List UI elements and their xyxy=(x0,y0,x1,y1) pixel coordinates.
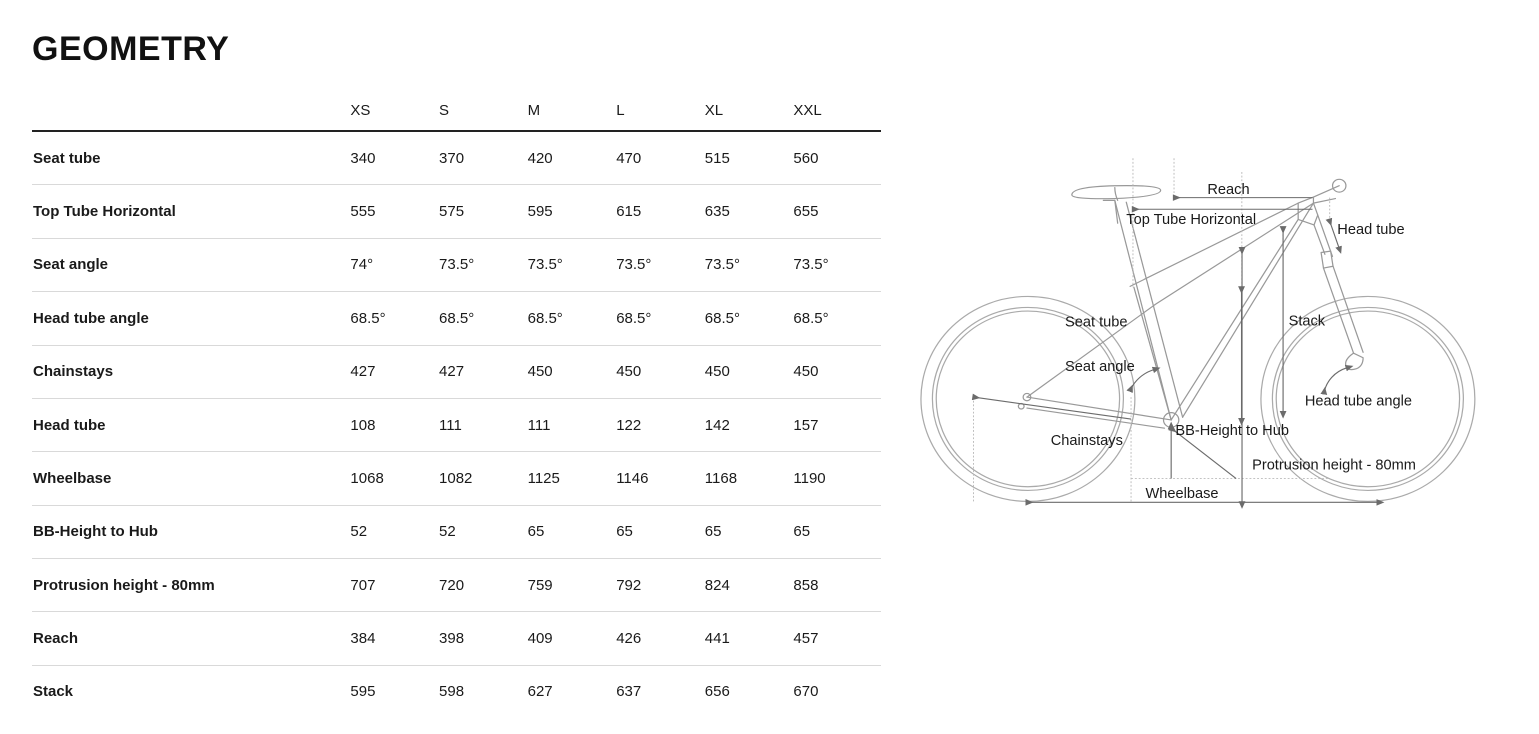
svg-text:Chainstays: Chainstays xyxy=(1051,433,1123,449)
svg-text:Wheelbase: Wheelbase xyxy=(1146,486,1219,502)
svg-text:Head tube: Head tube xyxy=(1337,222,1404,238)
svg-text:Protrusion height - 80mm: Protrusion height - 80mm xyxy=(1252,458,1416,474)
svg-text:BB-Height to Hub: BB-Height to Hub xyxy=(1175,423,1289,439)
svg-text:Top Tube Horizontal: Top Tube Horizontal xyxy=(1126,212,1256,228)
svg-text:Seat tube: Seat tube xyxy=(1065,315,1127,331)
svg-text:Head tube angle: Head tube angle xyxy=(1305,393,1412,409)
svg-text:Reach: Reach xyxy=(1207,182,1249,198)
svg-text:Seat angle: Seat angle xyxy=(1065,359,1135,375)
svg-text:Stack: Stack xyxy=(1289,314,1326,330)
